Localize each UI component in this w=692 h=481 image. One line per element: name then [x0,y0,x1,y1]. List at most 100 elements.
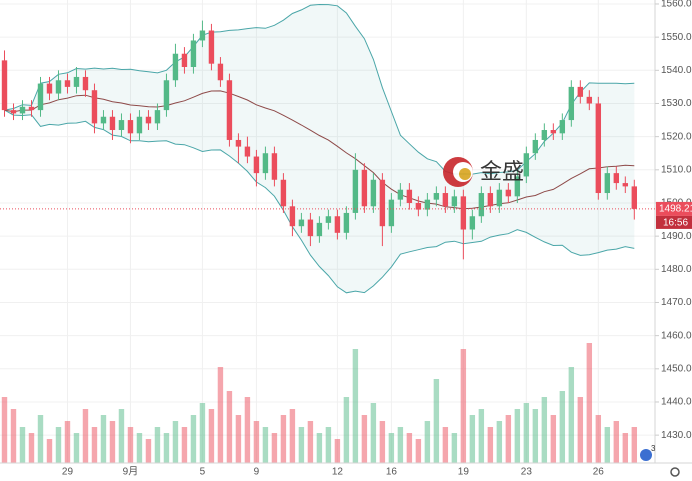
axes: 1430.00 1440.00 1450.00 1460.00 1470.00 1480.… [62,0,692,478]
volume-bar [424,421,431,463]
candle-body [586,96,593,104]
candle-body [55,80,62,94]
candle-body [100,116,107,124]
volume-bar [73,433,80,463]
volume-bar [64,421,71,463]
candle-body [226,80,233,140]
candle-body [595,103,602,194]
grid [0,0,655,463]
volume-bar [307,421,314,463]
volume-bar [379,421,386,463]
candle-body [190,40,197,67]
countdown: 16:56 [663,218,688,229]
candle-body [478,193,485,217]
volume-bar [136,433,143,463]
candle-body [235,139,242,147]
candle-body [217,63,224,81]
candle-body [424,199,431,210]
y-tick-label: 1540.00 [661,65,692,76]
volume-bar [541,397,548,463]
upper-band [4,3,635,175]
y-tick-label: 1560.00 [661,0,692,10]
candle-body [145,116,152,124]
candle-body [298,219,305,227]
volume-bar [451,433,458,463]
candle-body [28,106,35,111]
volume-bar [514,409,521,463]
volume-bar [370,403,377,463]
candle-body [406,189,413,203]
candle-body [343,212,350,233]
middle-band [4,90,635,210]
y-tick-label: 1470.00 [661,297,692,308]
candle-body [559,120,566,134]
candle-body [64,80,71,87]
candle-body [433,193,440,200]
settings-icon[interactable] [670,467,680,477]
x-tick-label: 9月 [123,466,139,478]
volume-bar [415,439,422,463]
volume-bar [433,379,440,463]
badge-icon[interactable] [640,449,652,461]
candle-body [568,86,575,121]
volume-bar [1,397,8,463]
volume-bar [397,427,404,463]
badge-count: 3 [651,444,656,453]
candle-body [334,216,341,233]
volume-bar [118,409,125,463]
candle-body [73,76,80,87]
candle-body [352,169,359,213]
lower-band [4,109,635,294]
volume-bar [559,391,566,463]
candle-body [415,202,422,210]
toolbar: 3 [640,444,680,477]
y-tick-label: 1550.00 [661,32,692,43]
volume-bar [253,421,260,463]
candle-body [118,120,125,131]
candle-body [541,130,548,140]
volume-bar [352,349,359,463]
volume-bar [577,397,584,463]
y-tick-label: 1450.00 [661,363,692,374]
candle-body [370,179,377,207]
candle-body [19,106,26,114]
candle-body [271,153,278,180]
candle-body [109,116,116,131]
logo [459,168,471,180]
bollinger-bands [4,3,635,294]
volume-bar [523,403,530,463]
candle-body [397,189,404,200]
y-tick-label: 1510.00 [661,164,692,175]
candle-body [442,193,449,207]
volume-bar [532,409,539,463]
candle-body [514,176,521,197]
candle-body [172,53,179,81]
volume-bar [46,439,53,463]
candle-body [379,179,386,227]
volume-bar [469,415,476,463]
candle-body [253,156,260,174]
volume-bar [568,367,575,463]
volume-bar [343,397,350,463]
volume-bar [10,409,17,463]
volume-bar [91,427,98,463]
volume-bar [550,415,557,463]
candle-body [631,186,638,209]
volume-bar [262,427,269,463]
candle-body [325,216,332,223]
volume-bar [631,427,638,463]
volume-bar [217,367,224,463]
candle-body [487,193,494,207]
candle-body [136,116,143,134]
x-tick-label: 23 [521,467,533,478]
watermark: 金盛 [443,157,524,187]
volume-bar [613,421,620,463]
x-tick-label: 5 [200,467,206,478]
volume-bar [244,397,251,463]
volume-bar [505,415,512,463]
volume-bar [487,427,494,463]
candle-body [1,60,8,111]
candle-body [163,80,170,111]
candle-body [505,189,512,197]
volume-bar [28,433,35,463]
